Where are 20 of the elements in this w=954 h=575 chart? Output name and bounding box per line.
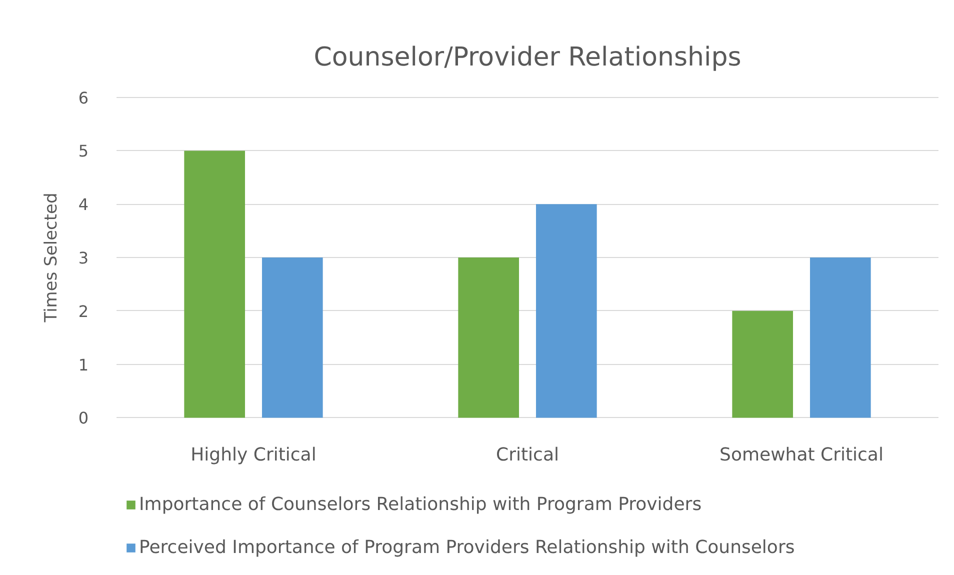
y-tick-label: 4 <box>78 195 89 214</box>
bar <box>536 204 597 418</box>
legend-label: Importance of Counselors Relationship with Program Providers <box>139 494 702 515</box>
y-tick-label: 1 <box>78 355 89 374</box>
legend-label: Perceived Importance of Program Providers Relationship with Counselors <box>139 537 795 558</box>
bar <box>810 258 871 418</box>
bar <box>458 258 520 418</box>
x-tick-label: Highly Critical <box>190 444 316 466</box>
y-tick-label: 2 <box>78 302 89 321</box>
bar <box>184 150 246 418</box>
bar <box>262 258 323 418</box>
x-tick-label: Somewhat Critical <box>720 444 884 466</box>
y-tick-label: 0 <box>78 408 89 428</box>
y-tick-label: 6 <box>78 88 89 108</box>
y-tick-label: 3 <box>78 248 89 268</box>
x-tick-label: Critical <box>496 444 559 466</box>
y-tick-label: 5 <box>78 142 89 161</box>
y-axis-title: Times Selected <box>41 192 62 324</box>
bar <box>732 310 794 418</box>
chart-title: Counselor/Provider Relationships <box>314 42 742 72</box>
